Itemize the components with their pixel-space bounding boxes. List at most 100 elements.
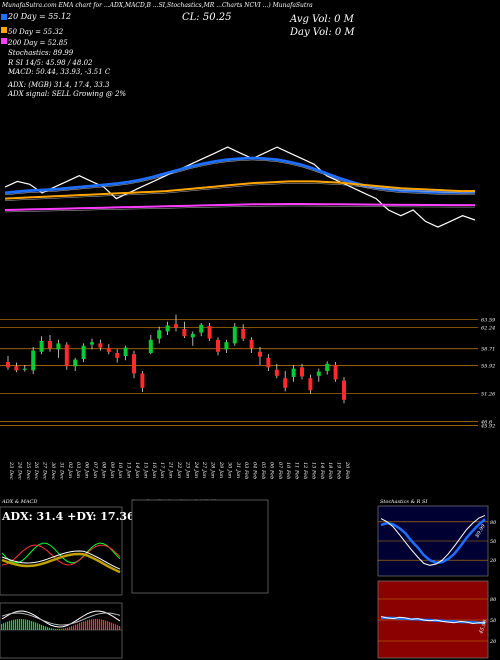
macd-hist-bar xyxy=(71,626,73,630)
candle-body xyxy=(106,348,111,352)
date-label: 19 Feb xyxy=(336,462,342,479)
macd-hist-bar xyxy=(47,627,49,630)
candle-body xyxy=(39,341,44,352)
stoch-tick: 80 xyxy=(490,520,497,526)
stat-stochastics: Stochastics: 89.99 xyxy=(8,49,74,57)
date-label: 30 Dec xyxy=(50,462,56,480)
date-label: 16 Jan xyxy=(151,462,157,478)
candle-body xyxy=(207,326,212,339)
macd-hist-bar xyxy=(77,623,79,630)
candle-body xyxy=(224,342,229,350)
candle-body xyxy=(274,369,279,376)
candle-body xyxy=(182,329,187,337)
macd-hist-bar xyxy=(67,627,69,630)
macd-hist-bar xyxy=(27,619,29,630)
stat-rsi: R SI 14/5: 45.98 / 48.02 xyxy=(8,59,93,67)
adx-minus-di xyxy=(1,544,121,566)
macd-hist-bar xyxy=(57,628,59,630)
macd-hist-bar xyxy=(83,621,85,630)
macd-hist-bar xyxy=(89,619,91,630)
candle-tick-label: 63.59 xyxy=(481,317,496,323)
candle-body xyxy=(174,324,178,328)
macd-hist-bar xyxy=(37,623,39,630)
candle-body xyxy=(249,339,254,349)
candle-body xyxy=(48,341,52,349)
macd-hist-bar xyxy=(21,619,23,630)
candle-body xyxy=(157,330,162,339)
rsi-tick: 50 xyxy=(490,618,497,624)
macd-hist-bar xyxy=(3,623,5,630)
date-label: 13 Jan xyxy=(126,462,132,478)
candle-body xyxy=(56,343,61,350)
stoch-tick: 50 xyxy=(490,539,497,545)
date-label: 13 Feb xyxy=(310,462,316,479)
date-label: 04 Feb xyxy=(252,462,258,479)
candle-tick-label: 55.92 xyxy=(481,363,495,369)
candle-body xyxy=(165,325,170,332)
date-label: 27 Dec xyxy=(42,461,48,480)
candle-body xyxy=(216,339,220,352)
macd-hist-bar xyxy=(109,621,111,630)
candle-body xyxy=(64,344,69,367)
adx-panel-title: ADX & MACD xyxy=(1,499,37,505)
candle-tick-label: 46.6 xyxy=(480,419,493,425)
macd-hist-bar xyxy=(73,625,75,630)
macd-hist-bar xyxy=(9,620,11,630)
stat-ema200: 200 Day = 52.85 xyxy=(8,39,68,47)
candle-body xyxy=(6,362,10,368)
macd-hist-bar xyxy=(111,622,113,630)
date-label: 12 Feb xyxy=(302,462,308,479)
macd-hist-bar xyxy=(91,619,93,630)
macd-hist-bar xyxy=(97,619,99,630)
macd-hist-bar xyxy=(103,620,105,630)
macd-line xyxy=(1,610,121,628)
date-label: 14 Jan xyxy=(134,462,140,478)
macd-hist-bar xyxy=(19,619,21,630)
candlestick-chart: 63.59 62.24 58.71 55.92 51.26 46.645.92 xyxy=(0,314,496,429)
date-label: 23 Dec xyxy=(8,461,14,480)
candle-body xyxy=(98,343,103,348)
date-label: 21 Jan xyxy=(168,461,174,478)
macd-hist-bar xyxy=(87,620,89,630)
date-label: 31 Jan xyxy=(235,462,241,478)
macd-hist-bar xyxy=(69,626,71,630)
date-label: 25 Dec xyxy=(25,461,31,480)
date-label: 14 Feb xyxy=(319,462,325,479)
macd-hist-bar xyxy=(1,624,3,630)
date-label: 02 Jan xyxy=(67,462,73,478)
ema-shadow-1 xyxy=(4,159,476,196)
candle-body xyxy=(300,367,304,377)
macd-hist-bar xyxy=(95,619,97,630)
ema-series-1 xyxy=(4,156,476,195)
macd-hist-bar xyxy=(119,625,121,630)
date-label: 29 Jan xyxy=(218,461,224,478)
stoch-d-line xyxy=(380,518,486,565)
intraday-box xyxy=(131,499,269,594)
date-label: 11 Feb xyxy=(294,462,300,479)
day-volume-label: Day Vol: 0 M xyxy=(290,27,355,38)
avg-volume-label: Avg Vol: 0 M xyxy=(290,14,354,25)
candle-body xyxy=(333,365,338,380)
macd-hist-bar xyxy=(17,619,19,630)
candle-body xyxy=(148,339,153,353)
rsi-value-label: 45.98 xyxy=(478,619,489,635)
date-label: 10 Feb xyxy=(285,462,291,479)
candle-body xyxy=(73,359,78,367)
macd-hist-bar xyxy=(25,619,27,630)
candle-body xyxy=(241,329,246,339)
candle-body xyxy=(266,357,271,368)
rsi-tick: 20 xyxy=(489,639,497,645)
stat-adx: ADX: (MGB) 31.4, 17.4, 33.3 xyxy=(8,81,110,89)
macd-hist-bar xyxy=(79,622,81,630)
candle-body xyxy=(132,354,136,374)
date-label: 09 Jan xyxy=(109,462,115,478)
date-label: 22 Jan xyxy=(176,461,182,478)
macd-hist-bar xyxy=(107,621,109,630)
close-price-label: CL: 50.25 xyxy=(182,12,232,23)
macd-hist-bar xyxy=(33,621,35,630)
macd-hist-bar xyxy=(31,621,33,630)
candle-body xyxy=(190,333,195,338)
candle-body xyxy=(123,347,128,356)
